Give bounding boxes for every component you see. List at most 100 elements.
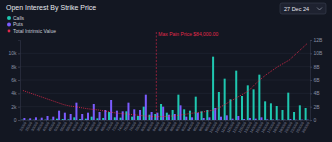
plot-area (21, 44, 308, 120)
tick: 0 (14, 117, 20, 123)
bar (195, 97, 197, 120)
bar (33, 119, 35, 120)
bar (299, 105, 301, 120)
y-axis: 0 2k 4k 6k 8k 10k (8, 41, 20, 124)
bar (21, 119, 23, 120)
tick: 8B (310, 64, 320, 70)
bar (208, 117, 210, 120)
tick-label: 0 (14, 117, 17, 123)
grid-line (20, 93, 310, 94)
selector-text[interactable]: 27 Dec 24 (284, 6, 309, 12)
legend-symbol (7, 16, 11, 20)
bar (264, 101, 266, 120)
legend-symbol (7, 23, 11, 27)
bar (143, 107, 145, 120)
bar (307, 119, 309, 120)
bar (174, 114, 176, 120)
bar (70, 114, 72, 120)
tick-label: 4k (11, 90, 17, 96)
bar (73, 117, 75, 120)
tick-mark (310, 93, 312, 94)
tick-label: 2B (314, 104, 321, 110)
bar (185, 117, 187, 120)
tick-mark (310, 40, 312, 41)
bar (284, 119, 286, 120)
bar (235, 71, 237, 120)
tick-mark (18, 120, 20, 121)
y2-axis: 02B4B6B8B10B12B (310, 37, 323, 123)
legend-label: Total Intrinsic Value (13, 28, 56, 34)
line (23, 44, 306, 117)
tick-mark (310, 80, 312, 81)
bar (131, 117, 133, 120)
selector-box[interactable] (280, 3, 326, 14)
bar (85, 119, 87, 120)
bar (122, 111, 124, 120)
tick-label: 6k (11, 77, 17, 83)
bar (168, 115, 170, 120)
bar (249, 118, 251, 120)
bar (87, 113, 89, 120)
tick-label: 0 (314, 117, 317, 123)
tick-label: 2k (11, 104, 17, 110)
legend-label: Puts (13, 21, 24, 27)
bar (293, 112, 295, 120)
bar (23, 118, 25, 120)
tick-mark (310, 107, 312, 108)
bar (68, 119, 70, 120)
annotation-text: Max Pain Price $84,000.00 (158, 31, 218, 37)
bar (232, 119, 234, 120)
bar (79, 119, 81, 120)
bar (276, 106, 278, 120)
tick: 300000 (301, 120, 310, 134)
bar (125, 111, 127, 120)
bar (114, 117, 116, 120)
bar (102, 118, 104, 120)
bar (270, 103, 272, 120)
bar (272, 119, 274, 120)
bar (191, 117, 193, 120)
bar (41, 118, 43, 120)
bar (229, 99, 231, 120)
tick: 12B (310, 37, 323, 43)
bar (203, 118, 205, 120)
legend-label: Calls (13, 15, 25, 21)
bar (58, 111, 60, 120)
bar (137, 116, 139, 120)
bar (172, 110, 174, 120)
bar (52, 117, 54, 120)
bar (295, 119, 297, 120)
tick: 8k (11, 64, 20, 70)
bar (160, 104, 162, 120)
selector-chevron[interactable] (317, 8, 322, 11)
grid-line (20, 106, 310, 107)
tick-mark (18, 80, 20, 81)
tick-label: 10k (8, 50, 17, 56)
bar (44, 119, 46, 120)
bar (220, 117, 222, 120)
tick-label: 10B (314, 50, 324, 56)
bar (218, 92, 220, 120)
tick-mark (310, 67, 312, 68)
tick-mark (18, 107, 20, 108)
bar (81, 114, 83, 120)
tick-label: 8k (11, 64, 17, 70)
bar (287, 93, 289, 120)
bar (29, 118, 31, 120)
tick: 6k (11, 77, 20, 83)
grid-line (20, 80, 310, 81)
bar (47, 116, 49, 120)
axis-line (18, 41, 21, 121)
bar (110, 100, 112, 120)
bar (241, 96, 243, 120)
expiry-selector[interactable]: 27 Dec 24 (280, 3, 326, 14)
bar (224, 79, 226, 120)
bar (64, 113, 66, 120)
bar (197, 113, 199, 120)
grid-line (20, 120, 310, 121)
bar (62, 119, 64, 120)
tick: 6B (310, 77, 320, 83)
bar (226, 115, 228, 120)
bar (260, 117, 262, 120)
bar (301, 119, 303, 120)
